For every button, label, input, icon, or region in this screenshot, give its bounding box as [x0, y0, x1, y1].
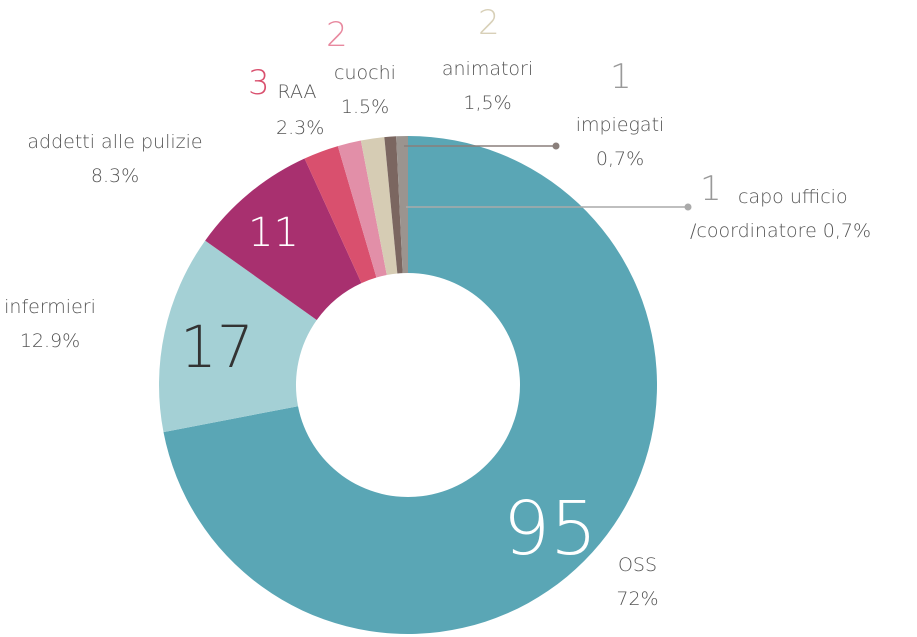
- percent-label: 1,5%: [463, 92, 512, 114]
- category-name: capo ufficio /coordinatore: [690, 186, 848, 242]
- leader-dot: [552, 142, 560, 150]
- slices: [159, 136, 657, 635]
- category-name: impiegati: [575, 114, 665, 136]
- category-name: cuochi: [334, 62, 396, 84]
- category-label: capo ufficio /coordinatore 0,7%: [690, 180, 915, 248]
- count-label: 3: [248, 63, 270, 103]
- slice: [163, 136, 657, 635]
- count-label: 95: [503, 486, 598, 572]
- category-label: addetti alle pulizie 8.3%: [10, 125, 220, 193]
- category-label: impiegati 0,7%: [560, 108, 680, 176]
- count-label: 1: [700, 169, 722, 209]
- category-label: RAA 2.3%: [276, 74, 325, 146]
- count-label: 2: [326, 15, 348, 55]
- percent-label: 72%: [616, 588, 659, 610]
- slice: [205, 158, 362, 321]
- percent-label: 0,7%: [822, 220, 872, 242]
- percent-label: 2.3%: [276, 117, 325, 139]
- category-label: infermieri 12.9%: [0, 290, 100, 358]
- category-name: animatori: [441, 58, 534, 80]
- count-label: 17: [180, 313, 254, 381]
- slice: [396, 136, 408, 274]
- percent-label: 12.9%: [19, 330, 81, 352]
- category-label: animatori 1,5%: [430, 52, 545, 120]
- count-label: 1: [610, 57, 632, 97]
- category-label: OSS 72%: [590, 548, 685, 616]
- count-label: 2: [478, 3, 500, 43]
- percent-label: 1.5%: [340, 96, 390, 118]
- slice: [304, 146, 377, 284]
- leader-dot: [684, 203, 692, 211]
- slice: [384, 136, 403, 274]
- slice: [159, 240, 317, 433]
- slice: [337, 140, 387, 278]
- category-label: cuochi 1.5%: [330, 56, 400, 124]
- percent-label: 8.3%: [90, 165, 140, 187]
- count-label: 11: [248, 210, 299, 256]
- slice: [360, 137, 398, 276]
- percent-label: 0,7%: [595, 148, 645, 170]
- category-name: OSS: [617, 554, 658, 576]
- category-name: RAA: [277, 81, 317, 103]
- category-name: infermieri: [4, 296, 96, 318]
- category-name: addetti alle pulizie: [27, 131, 203, 153]
